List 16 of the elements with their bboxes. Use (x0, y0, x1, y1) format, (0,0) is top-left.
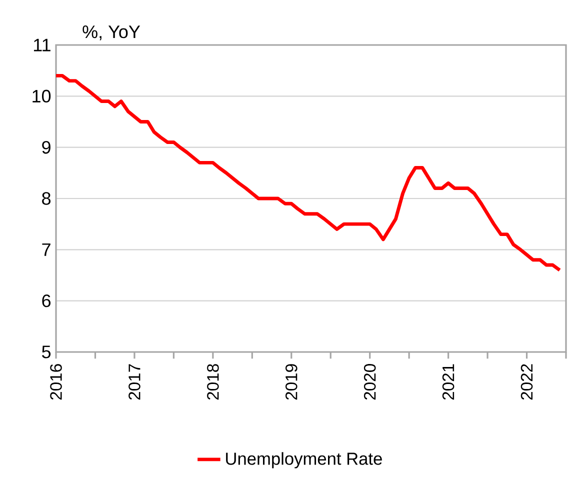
y-tick-label: 8 (42, 192, 51, 205)
x-tick-label: 2020 (364, 364, 376, 400)
legend-label: Unemployment Rate (226, 452, 382, 468)
y-tick-label: 5 (42, 346, 51, 358)
x-tick-label: 2018 (207, 364, 219, 400)
y-tick-label: 7 (42, 243, 50, 256)
y-tick-label: 10 (32, 90, 51, 103)
x-tick-label: 2022 (520, 364, 533, 400)
y-axis-title: %, YoY (82, 26, 140, 40)
x-tick-label: 2016 (50, 364, 62, 400)
x-tick-label: 2017 (128, 364, 140, 400)
y-tick-label: 6 (42, 294, 51, 308)
x-tick-label: 2019 (285, 364, 298, 400)
y-tick-label: 11 (34, 38, 50, 52)
y-tick-label: 9 (42, 140, 50, 154)
x-tick-label: 2021 (442, 364, 454, 400)
